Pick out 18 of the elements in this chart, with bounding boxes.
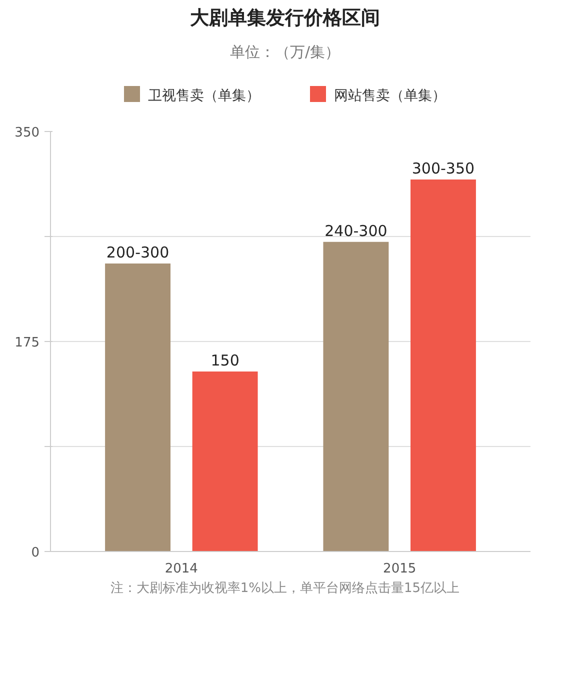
bar bbox=[192, 371, 258, 552]
legend-label: 卫视售卖（单集） bbox=[147, 88, 260, 104]
text: 注：大剧标准为收视率1%以上，单平台网络点击量15亿以上 bbox=[110, 580, 460, 598]
chart-subtitle: 单位：（万/集） bbox=[230, 42, 340, 64]
legend-label: 网站售卖（单集） bbox=[333, 88, 446, 104]
y-tick-label: 175 bbox=[14, 335, 40, 350]
data-label: 240-300 bbox=[324, 221, 388, 240]
y-tick-label: 0 bbox=[31, 545, 40, 560]
x-tick-label: 2015 bbox=[383, 561, 416, 576]
bar bbox=[410, 179, 476, 552]
data-label: 300-350 bbox=[412, 159, 475, 178]
y-tick-label: 350 bbox=[14, 125, 40, 140]
x-tick-label: 2014 bbox=[164, 561, 198, 576]
data-label: 200-300 bbox=[106, 243, 170, 262]
bar bbox=[323, 241, 389, 552]
bar bbox=[105, 263, 170, 552]
data-label: 150 bbox=[210, 351, 240, 370]
chart-title: 大剧单集发行价格区间 bbox=[190, 6, 380, 31]
